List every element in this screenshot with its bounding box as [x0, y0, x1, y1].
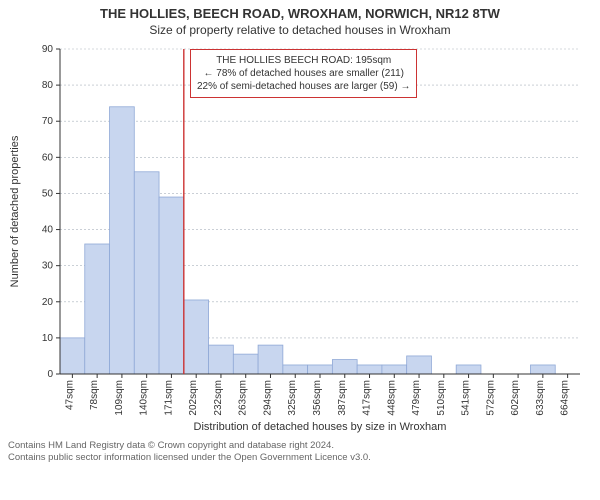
ytick-label: 0 [47, 369, 53, 380]
footer-line-2: Contains public sector information licen… [8, 452, 592, 464]
xtick-label: 510sqm [436, 380, 447, 416]
annotation-line-1: THE HOLLIES BEECH ROAD: 195sqm [197, 54, 410, 67]
xtick-label: 633sqm [535, 380, 546, 416]
ytick-label: 50 [42, 188, 54, 199]
ytick-label: 80 [42, 80, 54, 91]
x-axis-label: Distribution of detached houses by size … [194, 421, 447, 433]
xtick-label: 479sqm [411, 380, 422, 416]
ytick-label: 10 [42, 333, 54, 344]
xtick-label: 602sqm [510, 380, 521, 416]
ytick-label: 60 [42, 152, 54, 163]
xtick-label: 294sqm [262, 380, 273, 416]
xtick-label: 171sqm [163, 380, 174, 416]
xtick-label: 202sqm [188, 380, 199, 416]
histogram-bar [134, 172, 159, 374]
histogram-bar [308, 365, 333, 374]
ytick-label: 70 [42, 116, 54, 127]
annotation-line-3: 22% of semi-detached houses are larger (… [197, 80, 410, 93]
histogram-bar [233, 354, 258, 374]
xtick-label: 109sqm [114, 380, 125, 416]
footer-line-1: Contains HM Land Registry data © Crown c… [8, 440, 592, 452]
histogram-bar [209, 345, 234, 374]
chart-container: 0 10 20 30 40 50 60 70 80 90 47sqm 78sqm 109sqm 140sq… [0, 41, 600, 436]
ytick-label: 30 [42, 261, 54, 272]
xtick-label: 387sqm [337, 380, 348, 416]
ytick-label: 20 [42, 297, 54, 308]
footer: Contains HM Land Registry data © Crown c… [0, 436, 600, 464]
histogram-bar [382, 365, 407, 374]
histogram-bar [283, 365, 308, 374]
histogram-bar [332, 360, 357, 374]
histogram-bar [456, 365, 481, 374]
xtick-label: 664sqm [560, 380, 571, 416]
xtick-label: 572sqm [485, 380, 496, 416]
xtick-label: 232sqm [213, 380, 224, 416]
ytick-label: 40 [42, 225, 54, 236]
xtick-label: 541sqm [461, 380, 472, 416]
xtick-label: 448sqm [386, 380, 397, 416]
ytick-label: 90 [42, 44, 54, 55]
y-axis-label: Number of detached properties [9, 135, 21, 287]
histogram-bar [110, 107, 135, 374]
xtick-label: 78sqm [89, 380, 100, 410]
histogram-bar [530, 365, 555, 374]
xtick-label: 325sqm [287, 380, 298, 416]
histogram-bar [357, 365, 382, 374]
xtick-label: 47sqm [64, 380, 75, 410]
histogram-bar [258, 345, 283, 374]
page-title: THE HOLLIES, BEECH ROAD, WROXHAM, NORWIC… [0, 0, 600, 21]
histogram-chart: 0 10 20 30 40 50 60 70 80 90 47sqm 78sqm 109sqm 140sq… [0, 41, 600, 436]
xtick-label: 417sqm [362, 380, 373, 416]
histogram-bar [159, 197, 184, 374]
histogram-bar [60, 338, 85, 374]
xtick-label: 356sqm [312, 380, 323, 416]
xtick-label: 140sqm [139, 380, 150, 416]
page-subtitle: Size of property relative to detached ho… [0, 21, 600, 41]
histogram-bar [184, 300, 209, 374]
histogram-bar [407, 356, 432, 374]
histogram-bar [85, 244, 110, 374]
xtick-label: 263sqm [238, 380, 249, 416]
annotation-box: THE HOLLIES BEECH ROAD: 195sqm ← 78% of … [190, 49, 417, 98]
annotation-line-2: ← 78% of detached houses are smaller (21… [197, 67, 410, 80]
